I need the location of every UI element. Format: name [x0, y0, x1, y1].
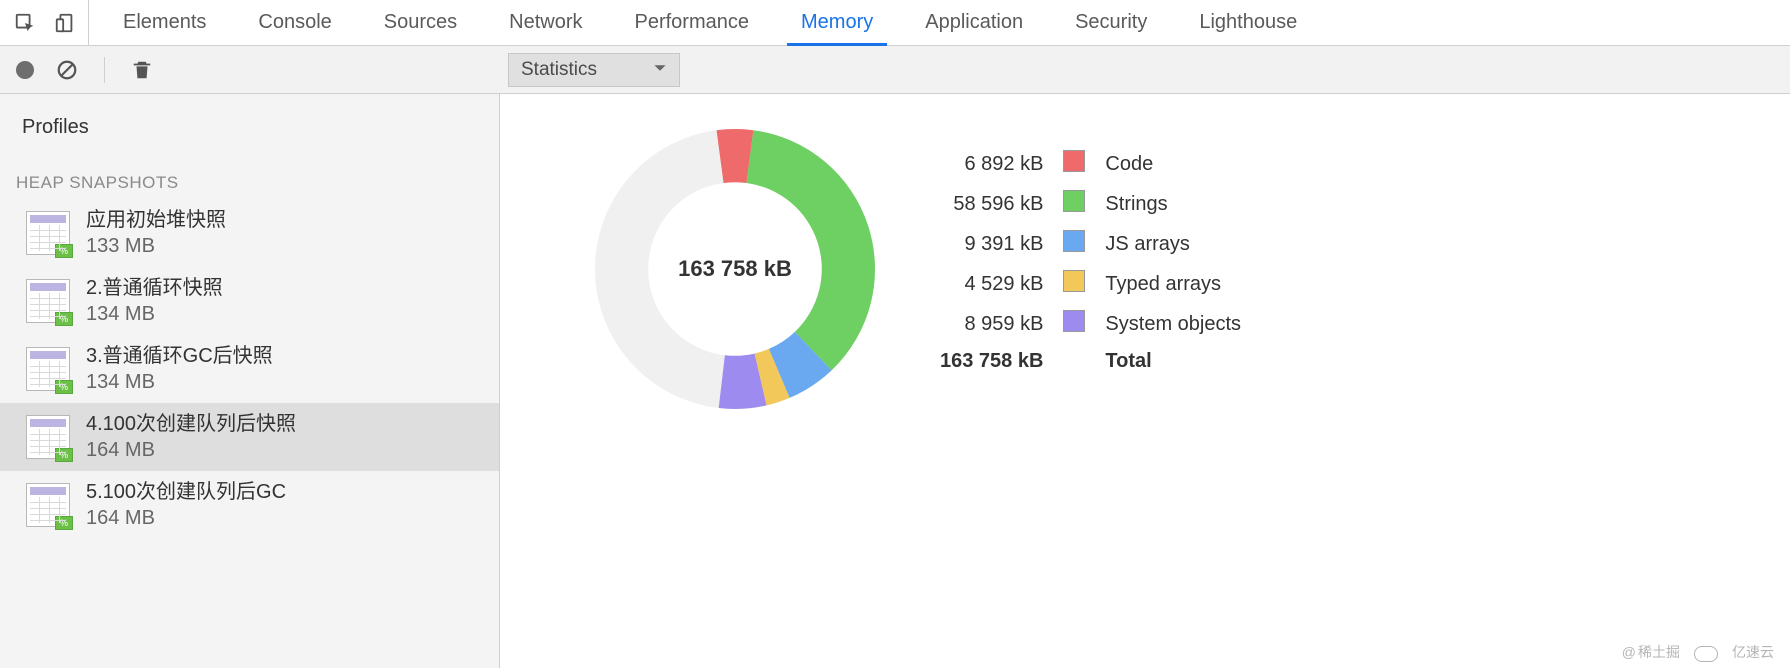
- legend-value: 6 892 kB: [930, 144, 1053, 184]
- tab-memory[interactable]: Memory: [775, 0, 899, 45]
- clear-icon[interactable]: [56, 59, 78, 81]
- snapshot-item[interactable]: % 3.普通循环GC后快照134 MB: [0, 335, 499, 403]
- snapshot-thumb-icon: %: [26, 279, 70, 323]
- snapshot-title: 5.100次创建队列后GC: [86, 479, 286, 505]
- legend-value: 4 529 kB: [930, 264, 1053, 304]
- snapshot-title: 3.普通循环GC后快照: [86, 343, 273, 369]
- legend-total-value: 163 758 kB: [930, 344, 1053, 379]
- snapshot-title: 应用初始堆快照: [86, 207, 226, 233]
- snapshot-list: %应用初始堆快照133 MB%2.普通循环快照134 MB%3.普通循环GC后快…: [0, 199, 499, 539]
- cloud-icon: [1694, 646, 1718, 662]
- donut-slice: [746, 130, 875, 370]
- legend-label: System objects: [1095, 304, 1251, 344]
- tab-performance[interactable]: Performance: [609, 0, 776, 45]
- memory-toolbar: Statistics: [0, 46, 1790, 94]
- tab-network[interactable]: Network: [483, 0, 608, 45]
- legend-value: 9 391 kB: [930, 224, 1053, 264]
- snapshot-size: 164 MB: [86, 505, 286, 531]
- legend-row: 58 596 kB Strings: [930, 184, 1251, 224]
- legend-row: 6 892 kB Code: [930, 144, 1251, 184]
- heap-snapshots-heading: HEAP SNAPSHOTS: [0, 139, 499, 199]
- view-mode-label: Statistics: [521, 59, 597, 81]
- donut-center-total: 163 758 kB: [678, 256, 792, 282]
- snapshot-item[interactable]: % 应用初始堆快照133 MB: [0, 199, 499, 267]
- tab-elements[interactable]: Elements: [97, 0, 232, 45]
- legend-total-row: 163 758 kB Total: [930, 344, 1251, 379]
- view-mode-select[interactable]: Statistics: [508, 53, 680, 87]
- panel-tabs: ElementsConsoleSourcesNetworkPerformance…: [97, 0, 1323, 45]
- legend-label: Code: [1095, 144, 1251, 184]
- watermark: 稀土掘 亿速云: [1622, 642, 1774, 662]
- legend-value: 58 596 kB: [930, 184, 1053, 224]
- tab-security[interactable]: Security: [1049, 0, 1173, 45]
- watermark-text-2: 亿速云: [1732, 642, 1774, 662]
- legend-row: 8 959 kB System objects: [930, 304, 1251, 344]
- legend-swatch: [1053, 224, 1095, 264]
- watermark-text-1: 稀土掘: [1622, 642, 1680, 662]
- snapshot-item[interactable]: % 4.100次创建队列后快照164 MB: [0, 403, 499, 471]
- snapshot-thumb-icon: %: [26, 347, 70, 391]
- legend-label: JS arrays: [1095, 224, 1251, 264]
- snapshot-thumb-icon: %: [26, 483, 70, 527]
- record-icon[interactable]: [16, 61, 34, 79]
- memory-toolbar-left: [0, 46, 500, 93]
- toolbar-separator: [104, 57, 105, 83]
- memory-toolbar-right: Statistics: [500, 53, 1790, 87]
- snapshot-thumb-icon: %: [26, 415, 70, 459]
- donut-chart: 163 758 kB: [580, 114, 890, 424]
- snapshot-title: 2.普通循环快照: [86, 275, 223, 301]
- snapshot-thumb-icon: %: [26, 211, 70, 255]
- legend-swatch: [1053, 184, 1095, 224]
- inspect-element-icon[interactable]: [14, 12, 36, 34]
- tabstrip-left-icons: [0, 0, 89, 45]
- tab-console[interactable]: Console: [232, 0, 357, 45]
- tab-sources[interactable]: Sources: [358, 0, 483, 45]
- snapshot-size: 134 MB: [86, 369, 273, 395]
- legend-label: Strings: [1095, 184, 1251, 224]
- legend-row: 4 529 kB Typed arrays: [930, 264, 1251, 304]
- legend-value: 8 959 kB: [930, 304, 1053, 344]
- snapshot-size: 164 MB: [86, 437, 296, 463]
- legend-swatch: [1053, 304, 1095, 344]
- legend-swatch: [1053, 264, 1095, 304]
- snapshot-item[interactable]: % 5.100次创建队列后GC164 MB: [0, 471, 499, 539]
- main-split: Profiles HEAP SNAPSHOTS % 应用初始堆快照133 MB% 2…: [0, 94, 1790, 668]
- legend-label: Typed arrays: [1095, 264, 1251, 304]
- device-toolbar-icon[interactable]: [54, 12, 76, 34]
- snapshot-size: 134 MB: [86, 301, 223, 327]
- legend-swatch: [1053, 144, 1095, 184]
- tab-application[interactable]: Application: [899, 0, 1049, 45]
- devtools-tabstrip: ElementsConsoleSourcesNetworkPerformance…: [0, 0, 1790, 46]
- snapshot-title: 4.100次创建队列后快照: [86, 411, 296, 437]
- chevron-down-icon: [653, 59, 667, 81]
- tab-lighthouse[interactable]: Lighthouse: [1173, 0, 1323, 45]
- delete-icon[interactable]: [131, 59, 153, 81]
- legend-row: 9 391 kB JS arrays: [930, 224, 1251, 264]
- statistics-content: 163 758 kB 6 892 kBCode58 596 kBStrings9…: [500, 94, 1790, 668]
- profiles-heading: Profiles: [0, 94, 499, 139]
- snapshot-size: 133 MB: [86, 233, 226, 259]
- profiles-sidebar: Profiles HEAP SNAPSHOTS % 应用初始堆快照133 MB% 2…: [0, 94, 500, 668]
- snapshot-item[interactable]: % 2.普通循环快照134 MB: [0, 267, 499, 335]
- legend-total-label: Total: [1095, 344, 1251, 379]
- chart-legend: 6 892 kB Code 58 596 kB Strings 9 391 kB JS a…: [930, 144, 1251, 379]
